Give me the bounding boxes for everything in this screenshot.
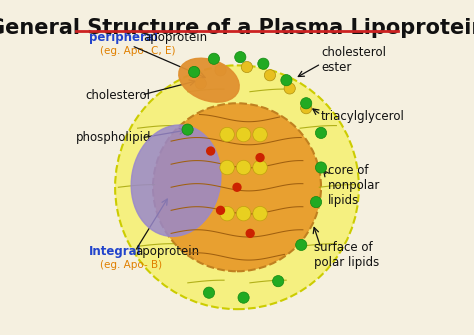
Text: apoprotein: apoprotein [143,31,207,44]
Text: cholesterol
ester: cholesterol ester [321,47,386,74]
Circle shape [182,124,193,135]
Circle shape [220,206,234,221]
Circle shape [301,98,312,109]
Circle shape [256,154,264,161]
Text: (eg. Apo- B): (eg. Apo- B) [100,260,163,270]
Circle shape [273,276,284,287]
Circle shape [115,65,359,309]
Circle shape [284,83,295,94]
Text: General Structure of a Plasma Lipoprotein: General Structure of a Plasma Lipoprotei… [0,18,474,38]
Circle shape [238,292,249,303]
Circle shape [264,70,275,81]
Circle shape [189,66,200,78]
Text: phospholipid: phospholipid [75,131,151,144]
Circle shape [258,58,269,69]
Circle shape [207,147,215,155]
Text: surface of
polar lipids: surface of polar lipids [314,241,380,269]
Circle shape [209,53,219,64]
Circle shape [235,52,246,63]
Circle shape [253,160,267,175]
Circle shape [310,197,322,208]
Circle shape [281,75,292,86]
Text: Integral: Integral [89,245,141,258]
Circle shape [220,160,234,175]
Circle shape [241,61,253,73]
Circle shape [195,78,206,89]
Circle shape [233,183,241,191]
Text: core of
nonpolar
lipids: core of nonpolar lipids [328,164,380,207]
Circle shape [296,239,307,251]
Circle shape [237,160,251,175]
Text: peripheral: peripheral [89,31,158,44]
Text: cholesterol: cholesterol [85,88,150,102]
Circle shape [253,206,267,221]
Ellipse shape [179,58,239,102]
Circle shape [215,65,226,76]
Circle shape [220,127,234,142]
Circle shape [315,127,327,138]
Circle shape [315,162,327,173]
Ellipse shape [131,125,221,237]
Circle shape [246,229,254,237]
Text: triacylglycerol: triacylglycerol [321,110,405,123]
Text: (eg. Apo- C, E): (eg. Apo- C, E) [100,46,176,56]
Circle shape [153,103,321,271]
Circle shape [217,206,225,214]
Circle shape [203,287,215,298]
Circle shape [301,103,312,114]
Circle shape [253,127,267,142]
Text: apoprotein: apoprotein [135,245,199,258]
Circle shape [237,206,251,221]
Circle shape [237,127,251,142]
